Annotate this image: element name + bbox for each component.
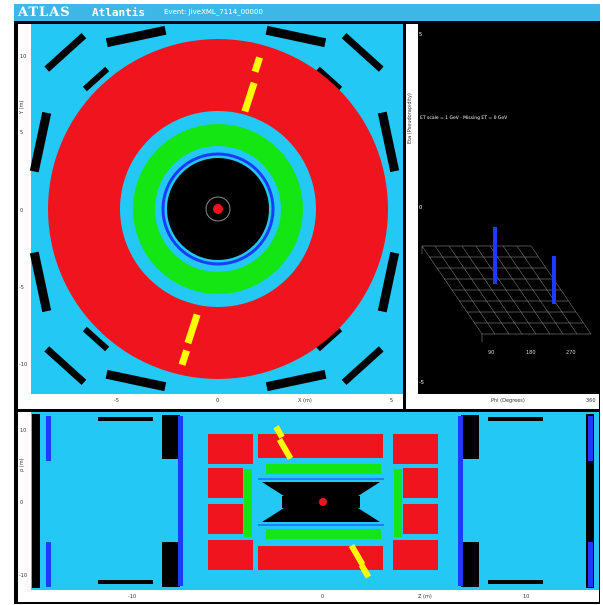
muon-chambers: [32, 414, 594, 588]
rz-y-axis-label: ρ (m): [19, 458, 25, 472]
rz-x-tick: -10: [128, 594, 136, 600]
lego-x-tick: 180: [526, 350, 536, 356]
hadronic-calorimeter: [208, 434, 438, 570]
xy-y-tick: -10: [19, 362, 27, 368]
end-cap-chambers: [46, 416, 593, 587]
xy-x-tick: 0: [216, 398, 219, 404]
energy-tower[interactable]: [493, 227, 497, 284]
muon-chambers: [29, 25, 400, 392]
solenoid: [258, 478, 384, 526]
rz-view-canvas[interactable]: 10 0 -10 ρ (m) -10 0 10 Z (m): [18, 412, 599, 602]
lego-y-tick: 5: [419, 32, 422, 38]
lego-y-axis-label: Eta (Pseudorapidity): [407, 93, 413, 144]
lego-y-tick: -5: [419, 380, 424, 386]
lego-plot-area: [418, 24, 599, 394]
interaction-point: [319, 498, 327, 506]
rz-y-tick: 10: [20, 428, 26, 434]
app-name: Atlantis: [92, 6, 145, 19]
rz-x-axis-label: Z (m): [418, 594, 432, 600]
lego-y-tick: 0: [419, 205, 422, 211]
xy-x-tick: -5: [114, 398, 119, 404]
rz-x-tick: 0: [321, 594, 324, 600]
interaction-point: [213, 204, 223, 214]
xy-view-canvas[interactable]: 10 5 0 -5 -10 Y (m) -5 0 5 X (m): [18, 24, 403, 409]
rz-y-tick: -10: [19, 573, 27, 579]
lego-view-canvas[interactable]: ET scale = 1 GeV · Missing ET = 0 GeV: [406, 24, 599, 409]
xy-x-tick: 5: [390, 398, 393, 404]
rz-view-panel[interactable]: 10 0 -10 ρ (m) -10 0 10 Z (m): [18, 412, 599, 602]
lego-x-tick: 90: [488, 350, 494, 356]
jet-track-segments[interactable]: [273, 425, 372, 579]
xy-x-axis-label: X (m): [298, 398, 312, 404]
atlantis-window: ATLAS Atlantis Event: JiveXML_7114_00000: [14, 4, 600, 604]
lego-view-panel[interactable]: ET scale = 1 GeV · Missing ET = 0 GeV: [406, 24, 599, 409]
solenoid: [161, 152, 275, 266]
rz-x-tick: 10: [523, 594, 529, 600]
xy-view-panel[interactable]: 10 5 0 -5 -10 Y (m) -5 0 5 X (m): [18, 24, 403, 409]
xy-y-tick: 5: [20, 130, 23, 136]
jet-track-segments[interactable]: [178, 56, 263, 366]
lego-x-tick: 270: [566, 350, 576, 356]
lego-x-axis-label: Phi (Degrees): [491, 398, 525, 404]
rz-y-tick: 0: [20, 500, 23, 506]
lego-legend-text: ET scale = 1 GeV · Missing ET = 0 GeV: [420, 115, 508, 121]
atlas-logo: ATLAS: [18, 5, 71, 20]
em-calorimeter: [244, 464, 402, 539]
xy-y-tick: 0: [20, 208, 23, 214]
title-bar: ATLAS Atlantis Event: JiveXML_7114_00000: [14, 4, 600, 21]
energy-tower[interactable]: [552, 256, 556, 304]
event-info: Event: JiveXML_7114_00000: [164, 8, 263, 16]
xy-y-tick: -5: [19, 285, 24, 291]
lego-x-tick: 360: [586, 398, 596, 404]
xy-y-tick: 10: [20, 54, 26, 60]
beam-pipe: [205, 196, 231, 222]
xy-y-axis-label: Y (m): [19, 101, 25, 115]
